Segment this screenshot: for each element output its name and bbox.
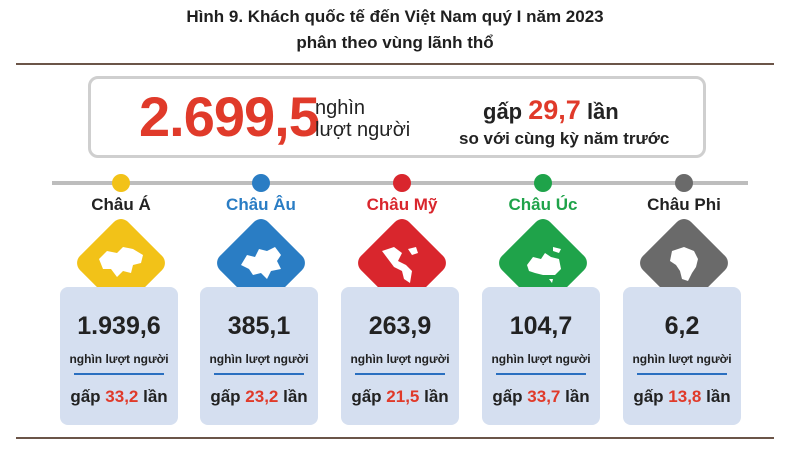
region-value-asia: 1.939,6 bbox=[77, 312, 161, 340]
summary-box: 2.699,5 nghìn lượt người gấp 29,7 lần so… bbox=[88, 76, 706, 158]
region-unit-americas: nghìn lượt người bbox=[350, 352, 450, 366]
region-ratio-value-oceania: 33,7 bbox=[527, 387, 561, 406]
region-value-americas: 263,9 bbox=[368, 312, 432, 340]
americas-map-icon bbox=[353, 214, 451, 312]
region-name-americas: Châu Mỹ bbox=[366, 195, 438, 214]
region-separator-asia bbox=[74, 373, 164, 375]
region-unit-africa: nghìn lượt người bbox=[632, 352, 732, 366]
figure-title: Hình 9. Khách quốc tế đến Việt Nam quý I… bbox=[186, 7, 604, 26]
region-ratio-suffix-oceania: lần bbox=[565, 387, 590, 406]
region-card-europe: 385,1 nghìn lượt người gấp 23,2 lần bbox=[200, 287, 318, 425]
region-unit-europe: nghìn lượt người bbox=[209, 352, 309, 366]
region-ratio-value-africa: 13,8 bbox=[668, 387, 702, 406]
region-name-oceania: Châu Úc bbox=[508, 195, 578, 214]
region-ratio-prefix-oceania: gấp bbox=[492, 387, 523, 406]
region-card-asia: 1.939,6 nghìn lượt người gấp 33,2 lần bbox=[60, 287, 178, 425]
region-ratio-suffix-europe: lần bbox=[283, 387, 308, 406]
region-separator-oceania bbox=[496, 373, 586, 375]
region-ratio-europe: gấp 23,2 lần bbox=[200, 387, 318, 407]
region-name-asia: Châu Á bbox=[91, 195, 151, 214]
region-unit-oceania: nghìn lượt người bbox=[491, 352, 591, 366]
total-ratio-suffix: lần bbox=[586, 99, 619, 124]
region-unit-asia: nghìn lượt người bbox=[69, 352, 169, 366]
region-value-africa: 6,2 bbox=[664, 312, 700, 340]
region-value-oceania: 104,7 bbox=[509, 312, 573, 340]
region-dot-africa bbox=[675, 174, 693, 192]
region-name-africa: Châu Phi bbox=[647, 195, 721, 214]
total-unit: nghìn lượt người bbox=[315, 97, 410, 141]
region-card-americas: 263,9 nghìn lượt người gấp 21,5 lần bbox=[341, 287, 459, 425]
asia-map-icon bbox=[72, 214, 170, 312]
total-ratio: gấp 29,7 lần bbox=[483, 95, 619, 126]
total-ratio-value: 29,7 bbox=[528, 95, 581, 125]
region-ratio-suffix-americas: lần bbox=[424, 387, 449, 406]
top-divider bbox=[16, 63, 774, 65]
region-ratio-prefix-europe: gấp bbox=[210, 387, 241, 406]
bottom-divider bbox=[16, 437, 774, 439]
region-ratio-suffix-africa: lần bbox=[706, 387, 731, 406]
africa-map-icon bbox=[635, 214, 733, 312]
region-ratio-value-asia: 33,2 bbox=[105, 387, 139, 406]
region-value-europe: 385,1 bbox=[227, 312, 291, 340]
oceania-map-icon bbox=[494, 214, 592, 312]
region-card-oceania: 104,7 nghìn lượt người gấp 33,7 lần bbox=[482, 287, 600, 425]
region-separator-europe bbox=[214, 373, 304, 375]
region-ratio-americas: gấp 21,5 lần bbox=[341, 387, 459, 407]
region-dot-americas bbox=[393, 174, 411, 192]
total-unit-line2: lượt người bbox=[315, 119, 411, 141]
region-ratio-value-europe: 23,2 bbox=[245, 387, 279, 406]
region-name-europe: Châu Âu bbox=[226, 195, 296, 214]
region-ratio-suffix-asia: lần bbox=[143, 387, 168, 406]
region-dot-oceania bbox=[534, 174, 552, 192]
total-ratio-note: so với cùng kỳ năm trước bbox=[459, 129, 670, 148]
region-separator-americas bbox=[355, 373, 445, 375]
figure-subtitle: phân theo vùng lãnh thổ bbox=[296, 33, 494, 52]
europe-map-icon bbox=[212, 214, 310, 312]
region-ratio-oceania: gấp 33,7 lần bbox=[482, 387, 600, 407]
total-ratio-prefix: gấp bbox=[483, 99, 523, 124]
region-dot-europe bbox=[252, 174, 270, 192]
region-ratio-prefix-asia: gấp bbox=[70, 387, 101, 406]
region-card-africa: 6,2 nghìn lượt người gấp 13,8 lần bbox=[623, 287, 741, 425]
total-unit-line1: nghìn bbox=[315, 97, 366, 119]
region-ratio-prefix-americas: gấp bbox=[351, 387, 382, 406]
region-dot-asia bbox=[112, 174, 130, 192]
total-visitors: 2.699,5 bbox=[139, 85, 320, 148]
region-separator-africa bbox=[637, 373, 727, 375]
region-ratio-asia: gấp 33,2 lần bbox=[60, 387, 178, 407]
region-ratio-value-americas: 21,5 bbox=[386, 387, 420, 406]
region-ratio-prefix-africa: gấp bbox=[633, 387, 664, 406]
region-ratio-africa: gấp 13,8 lần bbox=[623, 387, 741, 407]
